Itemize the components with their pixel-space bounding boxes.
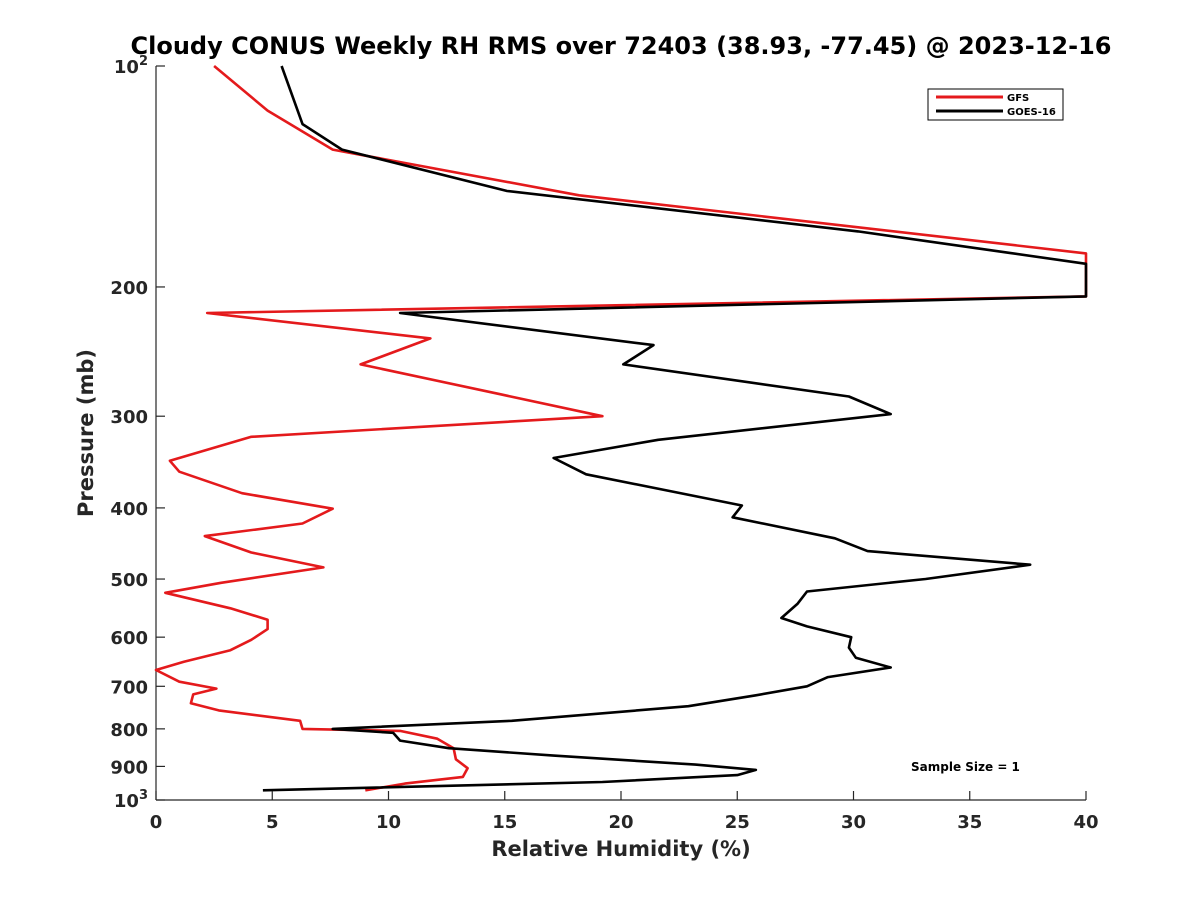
chart-title: Cloudy CONUS Weekly RH RMS over 72403 (3… [131, 32, 1112, 60]
x-tick-label: 15 [492, 812, 517, 833]
series-line-goes-16 [262, 65, 1088, 792]
y-tick-label: 103 [114, 788, 148, 812]
y-tick-label: 200 [110, 278, 148, 299]
x-tick-label: 35 [957, 812, 982, 833]
x-tick-label: 10 [376, 812, 401, 833]
y-tick-label: 800 [110, 720, 148, 741]
legend-label-gfs: GFS [1007, 93, 1029, 104]
x-tick-label: 25 [725, 812, 750, 833]
y-axis-label: Pressure (mb) [74, 349, 98, 517]
y-tick-label: 600 [110, 628, 148, 649]
y-tick-label: 300 [110, 407, 148, 428]
series-layer [154, 65, 1088, 792]
x-axis-label: Relative Humidity (%) [491, 837, 750, 861]
y-tick-label: 700 [110, 677, 148, 698]
x-tick-label: 20 [608, 812, 633, 833]
legend-label-goes16: GOES-16 [1007, 107, 1056, 118]
y-tick-label: 900 [110, 757, 148, 778]
series-line-gfs [154, 65, 1088, 792]
y-axis-ticks: 102 200 300 400 500 600 700 800 900 103 [110, 54, 165, 812]
y-tick-label: 400 [110, 499, 148, 520]
legend: GFS GOES-16 [927, 88, 1064, 121]
y-tick-label: 500 [110, 570, 148, 591]
x-tick-label: 0 [150, 812, 163, 833]
x-tick-label: 5 [266, 812, 279, 833]
y-tick-label: 102 [114, 54, 148, 78]
x-tick-label: 40 [1073, 812, 1098, 833]
legend-box [927, 88, 1064, 121]
x-tick-label: 30 [841, 812, 866, 833]
sample-size-note: Sample Size = 1 [911, 760, 1020, 774]
plot-area: 0 5 10 15 20 25 30 35 40 102 200 300 400 500 600 700 80… [110, 54, 1098, 833]
x-axis-ticks: 0 5 10 15 20 25 30 35 40 [150, 791, 1099, 833]
